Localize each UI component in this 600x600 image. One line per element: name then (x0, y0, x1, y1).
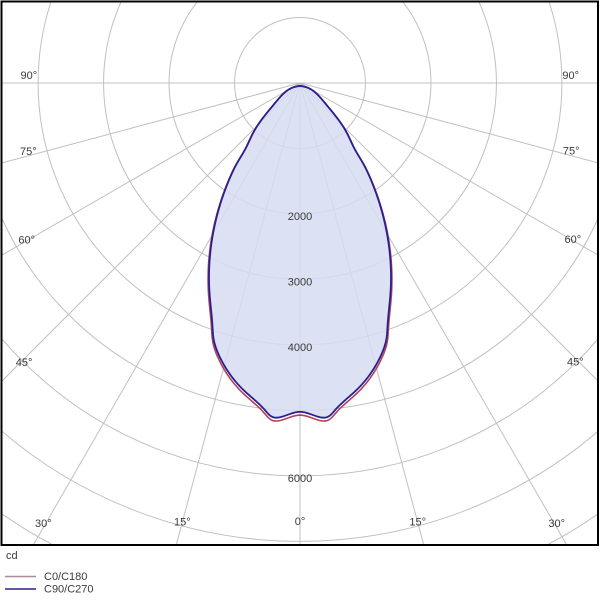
svg-text:90°: 90° (21, 70, 38, 82)
svg-text:6000: 6000 (288, 473, 312, 485)
svg-text:45°: 45° (16, 357, 33, 369)
svg-text:60°: 60° (18, 234, 35, 246)
svg-text:C90/C270: C90/C270 (44, 584, 94, 596)
svg-text:45°: 45° (567, 357, 584, 369)
svg-text:30°: 30° (548, 518, 565, 530)
svg-text:75°: 75° (20, 146, 37, 158)
svg-text:75°: 75° (563, 146, 580, 158)
svg-text:90°: 90° (562, 70, 579, 82)
svg-text:60°: 60° (564, 234, 581, 246)
svg-text:4000: 4000 (288, 342, 312, 354)
svg-text:2000: 2000 (288, 211, 312, 223)
svg-text:30°: 30° (35, 518, 52, 530)
svg-text:cd: cd (6, 550, 18, 562)
svg-text:15°: 15° (409, 517, 426, 529)
svg-text:0°: 0° (295, 516, 306, 528)
svg-text:3000: 3000 (288, 276, 312, 288)
svg-text:15°: 15° (174, 517, 191, 529)
svg-text:C0/C180: C0/C180 (44, 571, 87, 583)
